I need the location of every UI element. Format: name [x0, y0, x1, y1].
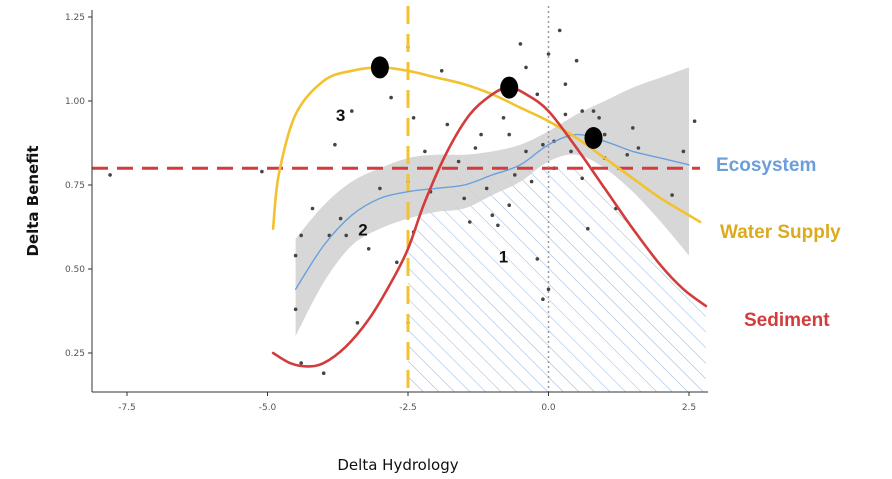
legend-label-ecosystem: Ecosystem [716, 155, 816, 176]
hatched-region [408, 168, 706, 392]
data-point [479, 132, 483, 137]
data-point [602, 132, 607, 137]
data-point [563, 112, 568, 117]
data-point [524, 65, 528, 70]
y-tick-label: 1.25 [65, 13, 85, 23]
data-point [496, 223, 500, 228]
data-point [546, 287, 551, 292]
data-point [681, 149, 686, 154]
data-point [670, 193, 674, 197]
data-point [513, 173, 517, 177]
sediment-optimum-marker [500, 76, 519, 99]
data-point [321, 371, 326, 376]
data-point [692, 119, 697, 123]
data-point [299, 361, 304, 365]
data-point [597, 116, 601, 120]
data-point [529, 179, 534, 184]
region-label-2: 2 [358, 220, 367, 239]
data-point [378, 186, 382, 191]
x-tick-label: -5.0 [259, 403, 277, 413]
data-point [580, 109, 584, 113]
data-point [546, 52, 551, 56]
data-point [456, 159, 461, 164]
data-point [625, 153, 629, 157]
sediment-line [271, 86, 708, 368]
data-point [580, 176, 584, 181]
y-tick-label: 0.50 [65, 265, 85, 275]
data-point [395, 260, 399, 265]
y-axis-title: Delta Benefit [24, 145, 42, 256]
data-point [293, 253, 298, 258]
data-point [535, 92, 540, 97]
ecosystem-line [294, 133, 690, 290]
data-point [591, 109, 596, 113]
ecosystem-optimum-marker [584, 127, 603, 149]
data-point [344, 233, 349, 238]
x-tick-label: -2.5 [399, 403, 417, 413]
data-point [563, 82, 568, 86]
data-point [350, 109, 354, 113]
data-point [389, 95, 393, 100]
data-point [468, 220, 472, 224]
y-tick-label: 1.00 [65, 97, 85, 107]
region-label-1: 1 [499, 247, 508, 266]
data-point [507, 203, 512, 207]
x-axis-title: Delta Hydrology [337, 456, 458, 474]
data-point [293, 307, 298, 312]
data-point [507, 132, 512, 137]
data-point [439, 69, 444, 73]
data-point [423, 149, 427, 154]
data-point [557, 28, 562, 33]
region-label-3: 3 [336, 106, 345, 125]
data-point [524, 149, 528, 154]
data-point [574, 58, 579, 63]
data-point [518, 42, 523, 46]
data-point [411, 116, 416, 120]
data-point [310, 206, 315, 211]
data-point [636, 146, 641, 150]
data-point [473, 146, 478, 150]
x-tick-label: 0.0 [541, 403, 556, 413]
y-tick-label: 0.25 [65, 349, 85, 359]
data-point [366, 247, 371, 251]
data-point [631, 126, 635, 130]
x-tick-label: -7.5 [118, 403, 136, 413]
data-point [586, 226, 590, 231]
data-point [484, 186, 489, 191]
data-point [462, 196, 467, 201]
data-point [333, 142, 337, 147]
y-tick-label: 0.75 [65, 181, 85, 191]
data-point [535, 257, 540, 261]
data-point [445, 122, 450, 127]
data-point [260, 169, 264, 174]
water-supply-line [271, 66, 702, 230]
data-point [501, 116, 506, 120]
data-point [541, 297, 545, 302]
legend-label-water-supply: Water Supply [720, 222, 841, 243]
data-point [338, 216, 343, 221]
data-point [355, 321, 360, 325]
data-point [490, 213, 495, 217]
data-point [108, 173, 112, 177]
data-point [299, 233, 304, 238]
legend-label-sediment: Sediment [744, 310, 830, 331]
water-supply-optimum-marker [370, 56, 389, 79]
data-point [541, 142, 545, 147]
x-tick-label: 2.5 [682, 403, 696, 413]
data-point [569, 149, 573, 154]
